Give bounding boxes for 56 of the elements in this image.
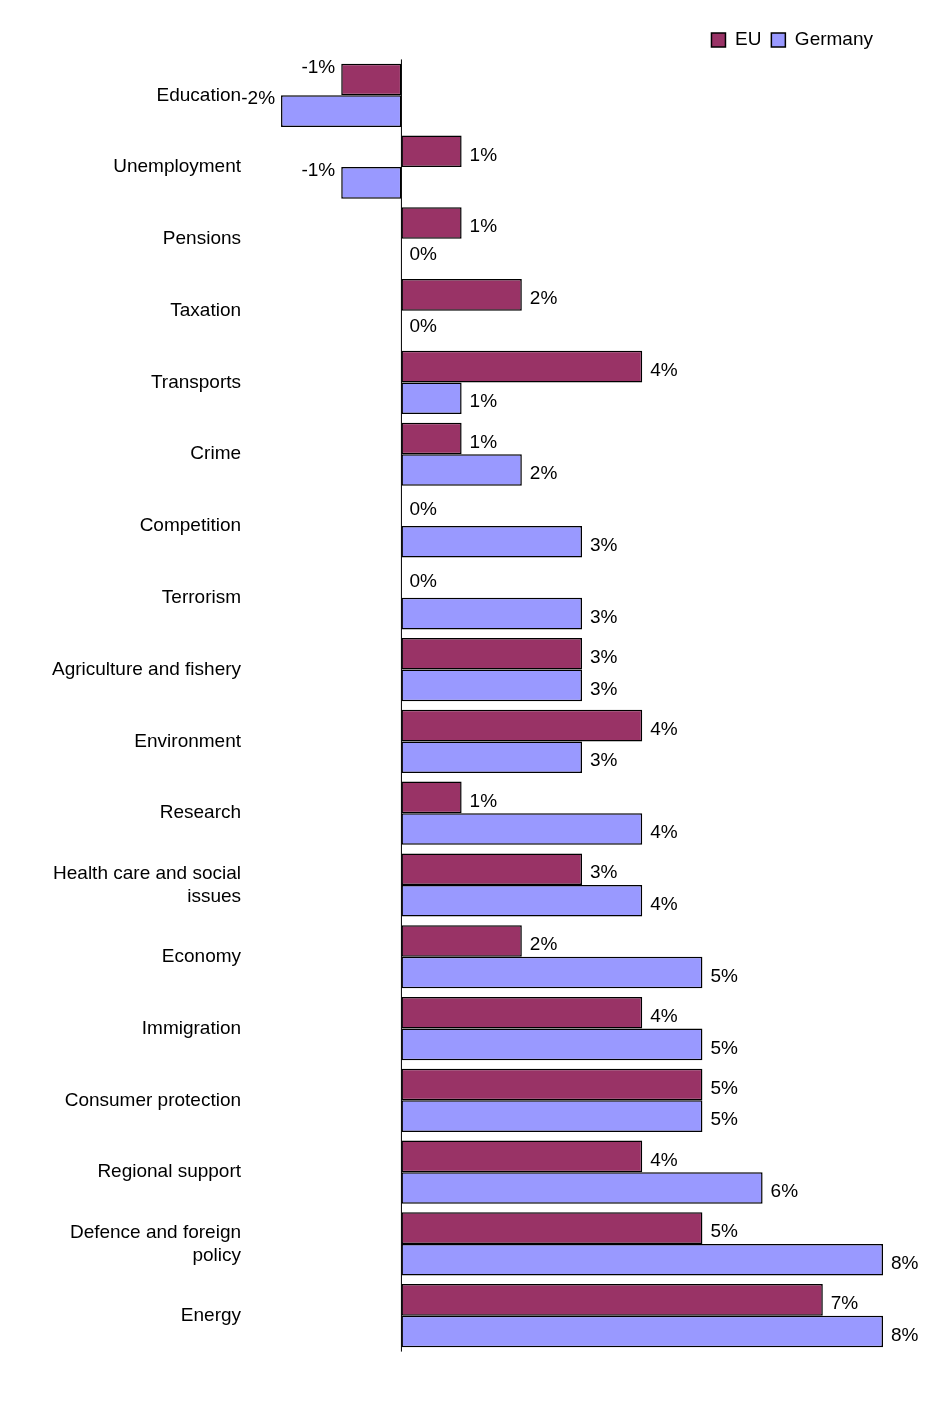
data-label: 5%	[710, 1220, 738, 1242]
data-label: 0%	[409, 498, 437, 520]
y-tick-label: Research	[159, 801, 242, 823]
y-tick-label: Environment	[134, 729, 242, 751]
data-label: 5%	[710, 1108, 738, 1130]
data-label: 5%	[710, 964, 738, 986]
data-label: 7%	[830, 1292, 859, 1314]
data-label: 1%	[469, 430, 498, 452]
y-tick-label: Competition	[139, 514, 242, 536]
data-label: 3%	[590, 861, 618, 883]
y-tick-label: Energy	[180, 1303, 242, 1325]
data-label: 3%	[590, 534, 618, 556]
data-label: 2%	[529, 933, 558, 955]
y-tick-label: Pensions	[162, 227, 242, 249]
data-label: 1%	[469, 143, 498, 165]
y-tick-label: Regional support	[97, 1160, 242, 1182]
data-label: 5%	[710, 1036, 738, 1058]
data-label: 4%	[650, 821, 678, 843]
data-label: 2%	[529, 287, 558, 309]
y-tick-label: Immigration	[141, 1016, 242, 1038]
data-label: 4%	[650, 1004, 678, 1026]
y-tick-label: Transports	[150, 370, 242, 392]
y-tick-label: Unemployment	[113, 155, 242, 177]
data-label: 3%	[590, 605, 618, 627]
data-label: 3%	[590, 646, 618, 668]
y-tick-label: Crime	[190, 442, 242, 464]
data-label: 3%	[590, 677, 618, 699]
y-tick-label: Economy	[161, 945, 242, 966]
data-label: 4%	[650, 893, 678, 914]
data-label: 1%	[469, 789, 498, 811]
data-label: 1%	[469, 215, 498, 237]
data-label: 4%	[650, 717, 678, 739]
data-label: 6%	[770, 1180, 799, 1202]
data-label: 0%	[409, 242, 437, 264]
data-label: 0%	[409, 314, 437, 336]
data-label: 8%	[891, 1323, 919, 1345]
data-label: 5%	[710, 1076, 738, 1098]
y-tick-label: Health care and social issues	[53, 861, 242, 906]
data-label: 1%	[469, 390, 498, 412]
y-tick-label: Taxation	[170, 298, 242, 320]
y-tick-label: Education	[156, 83, 242, 105]
y-tick-label: Defence and foreign policy	[69, 1220, 242, 1265]
data-label: -1%	[301, 55, 336, 77]
data-label: 4%	[650, 1148, 678, 1170]
data-label: 8%	[891, 1251, 919, 1273]
data-label: 4%	[650, 358, 678, 380]
legend-label: Germany	[794, 28, 874, 50]
data-label: -2%	[241, 87, 276, 109]
y-tick-label: Consumer protection	[64, 1088, 242, 1110]
data-label: -1%	[301, 159, 336, 181]
data-label: 3%	[590, 749, 618, 771]
data-label: 2%	[529, 462, 558, 484]
legend-label: EU	[734, 28, 762, 50]
y-tick-label: Agriculture and fishery	[51, 657, 242, 679]
y-tick-label: Terrorism	[161, 586, 242, 608]
data-label: 0%	[409, 570, 437, 592]
